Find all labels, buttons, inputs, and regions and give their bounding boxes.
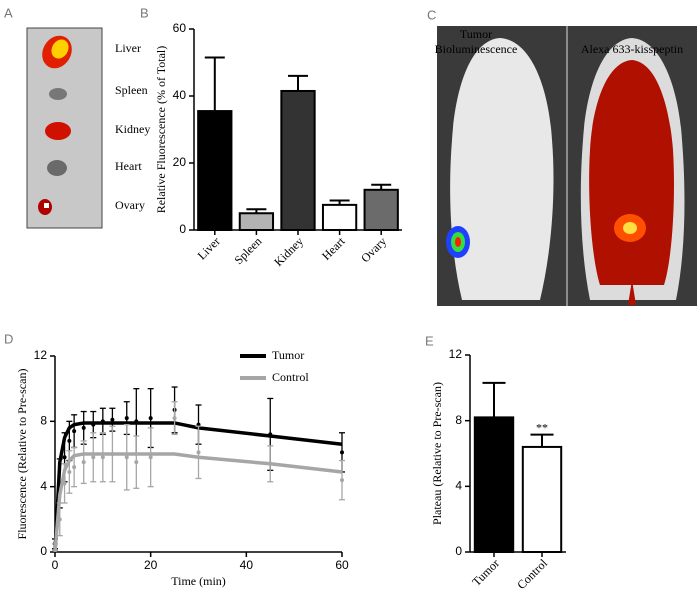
data-point: [62, 455, 67, 460]
x-tick-label: Tumor: [469, 556, 502, 589]
organ-label: Heart: [115, 159, 142, 173]
bar: [238, 212, 275, 231]
image-label: Bioluminescence: [435, 42, 518, 56]
data-point: [148, 455, 153, 460]
data-point: [134, 460, 139, 465]
data-point: [340, 450, 344, 455]
panel-label: B: [140, 5, 149, 20]
data-point: [124, 416, 129, 421]
x-tick-label: Spleen: [231, 234, 264, 267]
data-point: [72, 465, 77, 470]
fit-line: [53, 452, 343, 553]
x-tick-label: Ovary: [358, 234, 389, 265]
bar: [473, 416, 515, 553]
x-tick-label: 40: [240, 558, 254, 572]
x-tick-label: Control: [514, 556, 550, 592]
mouse-image: [437, 26, 697, 306]
panel-label: D: [4, 331, 13, 346]
image-label: Alexa 633-kisspeptin: [581, 42, 683, 56]
y-tick-label: 4: [455, 479, 462, 493]
y-tick-label: 0: [179, 222, 186, 236]
panel-label: E: [425, 333, 434, 348]
data-point: [67, 438, 72, 443]
data-point: [91, 455, 96, 460]
data-point: [340, 478, 344, 483]
data-point: [172, 416, 177, 421]
bar: [280, 89, 316, 231]
significance-label: **: [536, 420, 548, 434]
x-axis-label: Time (min): [171, 574, 226, 588]
x-tick-label: 20: [144, 558, 158, 572]
data-point: [67, 469, 72, 474]
y-tick-label: 20: [173, 155, 187, 169]
bar: [521, 445, 563, 553]
organ-label: Liver: [115, 41, 141, 55]
data-point: [196, 450, 201, 455]
y-axis-label: Relative Fluorescence (% of Total): [154, 46, 168, 214]
organ-image: [26, 27, 103, 229]
x-tick-label: Kidney: [271, 234, 306, 269]
bar: [321, 203, 358, 231]
data-point: [81, 425, 86, 430]
organ-label: Spleen: [115, 83, 148, 97]
y-tick-label: 60: [173, 21, 187, 35]
organ-label: Ovary: [115, 198, 145, 212]
organ-label: Kidney: [115, 122, 150, 136]
fit-line: [53, 421, 343, 553]
panel-label: C: [427, 7, 436, 22]
legend-label: Control: [272, 370, 309, 384]
panel-label: A: [4, 5, 13, 20]
y-tick-label: 12: [34, 348, 48, 362]
bar: [363, 188, 399, 232]
x-tick-label: 0: [52, 558, 59, 572]
y-tick-label: 8: [40, 414, 47, 428]
y-axis-label: Fluorescence (Relative to Pre-scan): [15, 369, 29, 540]
y-tick-label: 0: [40, 544, 47, 558]
y-axis-label: Plateau (Relative to Pre-scan): [430, 382, 444, 525]
x-tick-label: Liver: [195, 234, 223, 262]
data-point: [100, 455, 105, 460]
image-label: Tumor: [460, 27, 492, 41]
x-tick-label: Heart: [319, 234, 348, 263]
y-tick-label: 8: [455, 413, 462, 427]
y-tick-label: 40: [173, 88, 187, 102]
data-point: [124, 455, 129, 460]
y-tick-label: 4: [40, 479, 47, 493]
data-point: [81, 460, 86, 465]
y-tick-label: 0: [455, 544, 462, 558]
legend-label: Tumor: [272, 348, 304, 362]
y-tick-label: 12: [449, 347, 463, 361]
x-tick-label: 60: [335, 558, 349, 572]
bar: [197, 110, 233, 231]
data-point: [148, 416, 153, 421]
data-point: [110, 417, 115, 422]
data-point: [72, 429, 77, 434]
